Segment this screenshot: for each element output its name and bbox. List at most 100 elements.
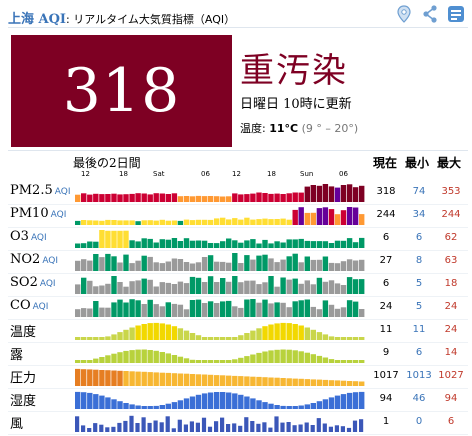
bar-mark — [147, 220, 153, 225]
bar-mark — [304, 256, 310, 271]
bar-mark — [274, 405, 280, 409]
bar-mark — [256, 400, 262, 409]
bar-mark — [256, 376, 262, 386]
bar-mark — [286, 256, 292, 271]
bar-mark — [226, 424, 231, 432]
bar-mark — [268, 350, 274, 363]
bar-mark — [75, 284, 81, 294]
bar-mark — [322, 241, 329, 248]
bar-mark — [147, 256, 153, 271]
city-aqi-link[interactable]: 上海 AQI — [8, 12, 67, 27]
row-max-value: 62 — [444, 232, 458, 243]
bar-mark — [177, 356, 184, 363]
bar-mark — [159, 219, 165, 225]
bar-mark — [207, 360, 214, 363]
bar-mark — [298, 192, 304, 202]
bar-mark — [159, 422, 164, 432]
bar-mark — [286, 307, 292, 317]
bar-mark — [322, 281, 329, 294]
bar-mark — [334, 308, 341, 317]
bar-mark — [153, 242, 159, 248]
share-icon[interactable] — [420, 4, 440, 24]
bar-mark — [214, 303, 220, 317]
bar-mark — [75, 416, 80, 432]
bar-mark — [177, 304, 184, 317]
bar-mark — [105, 194, 111, 202]
time-tick: 18 — [119, 170, 128, 178]
bar-mark — [340, 261, 347, 271]
bar-mark — [195, 219, 202, 225]
bar-mark — [117, 262, 123, 271]
bar-mark — [189, 300, 196, 317]
bar-mark — [304, 212, 310, 225]
bar-mark — [141, 220, 147, 225]
bar-mark — [322, 256, 329, 271]
bar-mark — [135, 300, 141, 317]
bar-mark — [304, 240, 310, 248]
bar-mark — [286, 193, 292, 202]
bar-mark — [274, 416, 279, 432]
bar-mark — [147, 372, 153, 386]
time-tick: Sun — [300, 170, 314, 178]
bar-mark — [244, 280, 250, 294]
location-icon[interactable] — [394, 4, 414, 24]
bar-mark — [147, 422, 152, 432]
bar-mark — [214, 218, 220, 225]
bar-mark — [340, 426, 345, 432]
row-chart-7 — [75, 343, 365, 363]
bar-mark — [280, 422, 285, 432]
bar-mark — [129, 220, 135, 225]
bar-mark — [250, 398, 256, 409]
bar-mark — [171, 373, 178, 386]
bar-mark — [328, 209, 335, 225]
bar-mark — [268, 193, 274, 202]
row-max-value: 18 — [444, 278, 458, 289]
bar-mark — [141, 417, 146, 432]
bar-mark — [244, 240, 250, 248]
bar-mark — [346, 277, 353, 294]
bar-mark — [165, 282, 171, 294]
bar-mark — [87, 260, 93, 271]
bar-mark — [334, 380, 341, 386]
bar-mark — [220, 301, 226, 317]
period-label: 最後の2日間 — [73, 156, 141, 170]
bar-mark — [123, 371, 129, 386]
bar-mark — [352, 279, 359, 294]
time-tick: 12 — [232, 170, 241, 178]
bar-mark — [226, 196, 232, 202]
bar-mark — [292, 324, 298, 340]
bar-mark — [280, 218, 286, 225]
bar-mark — [147, 299, 153, 317]
row-separator — [8, 319, 468, 320]
bar-mark — [87, 194, 93, 202]
row-name: 湿度 — [10, 394, 37, 409]
bar-mark — [244, 376, 250, 386]
bar-mark — [280, 349, 286, 363]
bar-mark — [214, 392, 220, 409]
bar-mark — [195, 374, 202, 386]
bar-mark — [328, 359, 335, 363]
bar-mark — [81, 392, 87, 409]
bar-mark — [123, 220, 129, 225]
bar-mark — [159, 306, 165, 317]
bar-mark — [207, 276, 214, 294]
bar-mark — [244, 396, 250, 409]
bar-mark — [165, 261, 171, 271]
bar-mark — [165, 220, 171, 225]
info-icon[interactable] — [446, 4, 466, 24]
bar-mark — [93, 337, 99, 340]
bar-mark — [359, 360, 365, 363]
row-separator — [8, 227, 468, 228]
row-chart-5 — [75, 297, 365, 317]
bar-mark — [256, 219, 262, 225]
bar-mark — [75, 243, 81, 248]
bar-mark — [274, 302, 280, 317]
bar-mark — [141, 255, 147, 271]
bar-mark — [81, 193, 87, 202]
time-tick: Sat — [153, 170, 165, 178]
row-now-value: 1017 — [373, 370, 399, 381]
bar-mark — [310, 212, 316, 225]
bar-mark — [292, 209, 298, 225]
bar-mark — [201, 337, 208, 340]
bar-mark — [244, 333, 250, 340]
